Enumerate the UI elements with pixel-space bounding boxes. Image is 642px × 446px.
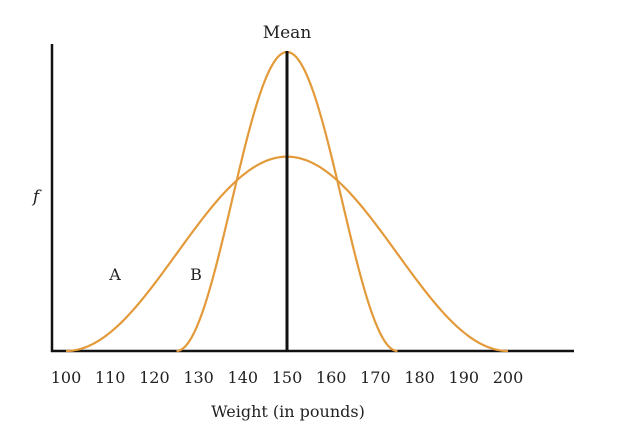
- x-tick-labels: 100 110 120 130 140 150 160 170 180 190 200: [51, 368, 524, 387]
- x-tick-label: 130: [183, 368, 214, 387]
- x-tick-label: 200: [493, 368, 524, 387]
- curve-label-a: A: [108, 265, 121, 284]
- x-tick-label: 180: [404, 368, 435, 387]
- y-axis-label: f: [31, 187, 42, 207]
- x-tick-label: 150: [272, 368, 303, 387]
- x-tick-label: 170: [360, 368, 391, 387]
- x-tick-label: 190: [449, 368, 480, 387]
- curve-label-b: B: [190, 265, 202, 284]
- x-tick-label: 140: [228, 368, 259, 387]
- mean-label: Mean: [263, 23, 312, 43]
- x-tick-label: 120: [139, 368, 170, 387]
- x-tick-label: 160: [316, 368, 347, 387]
- x-tick-label: 110: [95, 368, 126, 387]
- x-tick-label: 100: [51, 368, 82, 387]
- axes: [50, 44, 574, 353]
- x-axis-title: Weight (in pounds): [211, 402, 365, 421]
